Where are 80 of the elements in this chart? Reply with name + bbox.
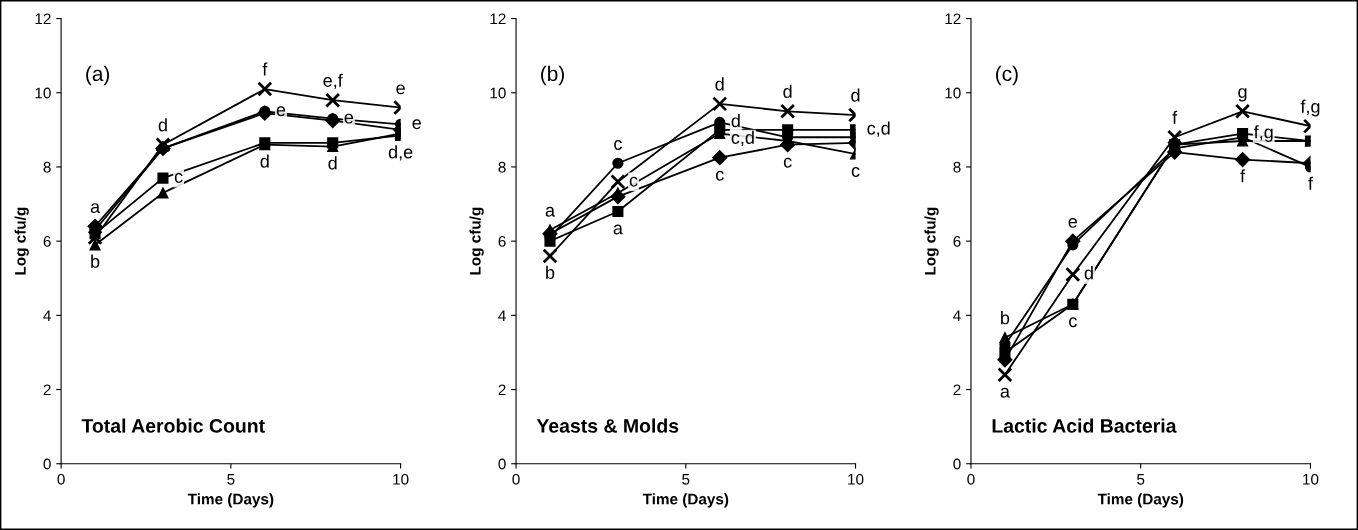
annotation: g [1238,88,1247,102]
text: Total Aerobic Count [81,418,265,433]
x-tick-label: 10 [1303,473,1319,485]
annotation: c [851,167,860,177]
annotation: b [546,265,555,279]
annotation: f [262,62,268,76]
y-tick-label: 8 [498,161,506,173]
x-tick-label: 10 [848,473,864,485]
y-tick-label: 2 [43,384,51,396]
x-tick-label: 0 [967,473,975,485]
text: Yeasts & Molds [536,418,679,433]
annotation: d [731,114,740,128]
y-tick-label: 12 [35,13,51,25]
annotation: c [614,140,622,150]
annotation: b [91,254,100,268]
annotation: d [328,156,337,170]
y-tick-label: 6 [43,236,51,247]
annotation: f [1308,176,1314,190]
y-tick-label: 10 [35,87,51,99]
y-tick-label: 12 [945,13,961,25]
y-axis-title: Log cfu/g [14,207,29,275]
annotation: f [1240,169,1246,183]
annotation: c [783,157,792,168]
annotation: c [1069,317,1077,328]
annotation: d [1084,266,1093,280]
annotation: f,g [1253,125,1273,142]
y-tick-label: 2 [498,384,506,396]
y-tick-label: 6 [953,236,961,247]
y-tick-label: 8 [43,161,51,173]
annotation: e [412,119,421,130]
text: (a) [86,65,110,86]
annotation: e [344,113,354,124]
y-tick-label: 10 [945,87,961,99]
y-tick-label: 0 [43,458,51,470]
x-axis-title: Time (Days) [642,493,729,508]
annotation: d [851,88,860,102]
y-tick-label: 10 [490,87,506,99]
annotation: d [715,77,724,91]
x-axis-title: Time (Days) [1097,493,1184,508]
y-tick-label: 6 [498,236,506,247]
y-tick-label: 4 [953,310,961,321]
x-tick-label: 5 [682,474,690,485]
y-axis-title: Log cfu/g [924,207,939,275]
text: (b) [541,65,564,86]
annotation: e [396,84,405,95]
text: Lactic Acid Bacteria [992,418,1177,433]
annotation: b [1001,311,1010,325]
annotation: a [1000,387,1010,398]
annotation: d [158,118,167,132]
x-tick-label: 5 [227,474,235,485]
annotation: c [629,176,638,187]
annotation: a [90,203,101,214]
annotation: a [545,206,556,217]
annotation: e,f [323,73,343,90]
y-tick-label: 4 [43,310,51,321]
y-tick-label: 0 [953,458,961,470]
x-tick-label: 5 [1137,474,1145,485]
annotation: c,d [731,130,754,147]
y-tick-label: 4 [498,310,506,321]
annotation: c [174,173,183,183]
annotation: d,e [388,145,413,161]
annotation: a [613,224,623,235]
x-tick-label: 0 [57,473,65,485]
annotation: c [715,170,724,181]
x-tick-label: 10 [393,473,409,485]
annotation: c,d [867,121,890,137]
y-tick-label: 0 [498,458,506,470]
x-tick-label: 0 [512,473,520,485]
annotation: d [783,84,792,99]
annotation: e [276,106,286,117]
text: (c) [996,65,1018,86]
annotation: f [1172,110,1178,124]
y-tick-label: 2 [953,384,961,396]
y-axis-title: Log cfu/g [469,207,484,275]
y-tick-label: 8 [953,161,961,173]
annotation: f,g [1300,99,1320,117]
annotation: e [1068,217,1078,228]
y-tick-label: 12 [490,13,506,25]
x-axis-title: Time (Days) [187,493,274,508]
annotation: d [260,154,269,168]
